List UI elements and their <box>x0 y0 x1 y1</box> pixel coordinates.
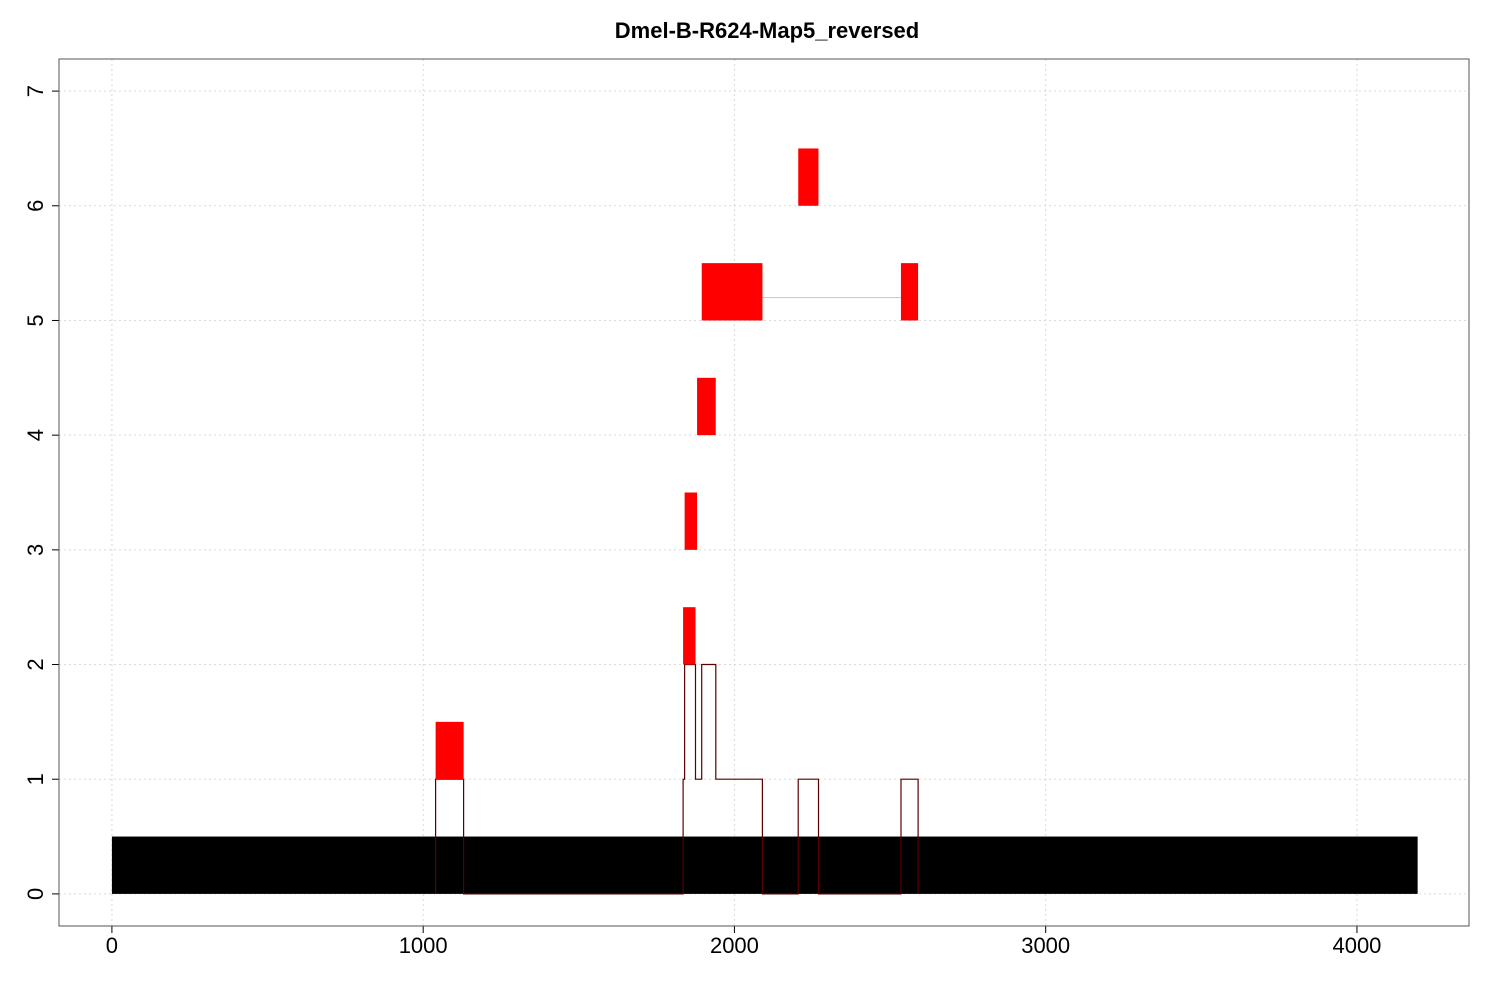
y-tick-label: 1 <box>23 773 48 785</box>
coverage-layer <box>435 663 919 895</box>
reference-bar-layer <box>111 836 1418 894</box>
hit-block <box>900 263 919 321</box>
x-tick-label: 1000 <box>399 933 448 958</box>
x-tick-label: 4000 <box>1332 933 1381 958</box>
chart-title: Dmel-B-R624-Map5_reversed <box>615 18 919 43</box>
hit-block <box>684 492 698 550</box>
hit-blocks-layer <box>435 148 919 780</box>
hit-block <box>683 607 696 665</box>
y-tick-label: 6 <box>23 200 48 212</box>
y-tick-label: 7 <box>23 85 48 97</box>
hit-block <box>701 263 763 321</box>
y-tick-label: 2 <box>23 658 48 670</box>
coverage-step-line <box>435 663 919 895</box>
x-tick-label: 0 <box>106 933 118 958</box>
y-tick-label: 4 <box>23 429 48 441</box>
hit-block <box>697 377 716 436</box>
reference-sequence-bar <box>111 836 1418 894</box>
hit-block <box>798 148 819 206</box>
grid-lines <box>59 59 1469 926</box>
x-tick-label: 3000 <box>1021 933 1070 958</box>
y-tick-label: 3 <box>23 544 48 556</box>
y-tick-label: 0 <box>23 888 48 900</box>
plot-frame <box>58 58 1470 927</box>
axes: 0 1000 2000 3000 4000 0 1 2 3 4 5 6 7 <box>23 85 1381 958</box>
x-tick-label: 2000 <box>710 933 759 958</box>
y-tick-label: 5 <box>23 314 48 326</box>
hit-block <box>435 721 464 780</box>
